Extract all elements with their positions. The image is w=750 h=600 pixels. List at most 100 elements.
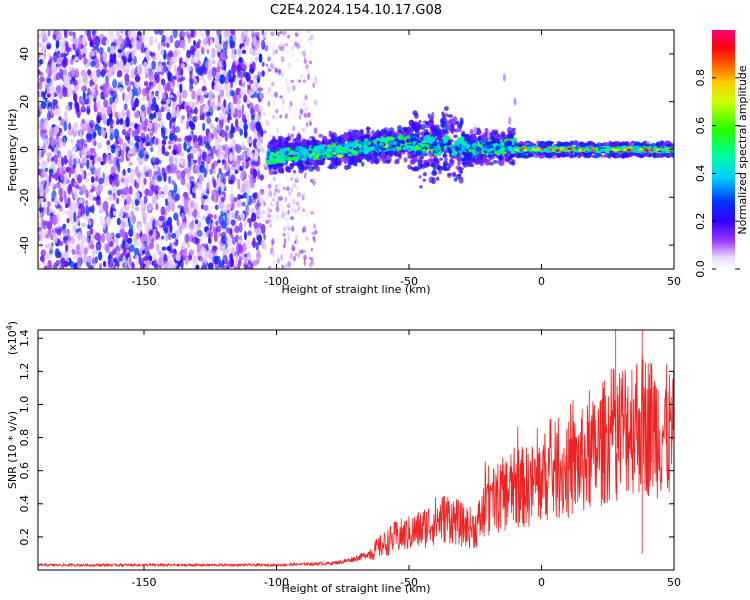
- noise-cell: [168, 155, 174, 165]
- noise-cell: [190, 54, 195, 63]
- band-cell: [366, 126, 370, 134]
- band-cell: [418, 175, 422, 179]
- noise-cell: [193, 208, 197, 219]
- noise-cell: [286, 231, 290, 237]
- noise-cell: [119, 119, 124, 125]
- noise-cell: [267, 206, 270, 211]
- noise-cell: [107, 260, 114, 268]
- noise-cell: [266, 193, 270, 199]
- noise-cell: [178, 94, 182, 106]
- noise-cell: [41, 169, 47, 178]
- noise-cell: [211, 163, 215, 170]
- noise-cell: [265, 63, 268, 67]
- noise-cell: [141, 202, 145, 209]
- noise-cell: [147, 202, 154, 210]
- noise-cell: [202, 204, 209, 211]
- noise-cell: [64, 231, 69, 236]
- noise-cell: [278, 182, 282, 187]
- noise-cell: [254, 149, 259, 159]
- band-cell: [417, 164, 422, 170]
- noise-cell: [56, 228, 62, 236]
- noise-cell: [173, 134, 178, 142]
- noise-cell: [105, 39, 110, 45]
- noise-cell: [131, 202, 135, 210]
- noise-cell: [193, 40, 196, 46]
- noise-cell: [235, 234, 239, 243]
- noise-cell: [61, 63, 67, 68]
- noise-cell: [229, 152, 233, 162]
- noise-cell: [118, 39, 125, 50]
- noise-cell: [122, 221, 126, 229]
- band-cell: [336, 136, 340, 142]
- noise-cell: [183, 250, 188, 256]
- noise-cell: [117, 135, 121, 143]
- noise-cell: [97, 142, 103, 149]
- noise-cell: [291, 225, 295, 232]
- noise-cell: [265, 184, 269, 190]
- noise-cell: [81, 36, 87, 46]
- noise-cell: [201, 85, 207, 92]
- noise-cell: [84, 146, 90, 152]
- noise-cell: [63, 154, 68, 166]
- noise-cell: [127, 167, 131, 173]
- noise-cell: [191, 146, 197, 154]
- noise-cell: [231, 211, 237, 218]
- noise-cell: [176, 110, 181, 117]
- noise-cell: [46, 205, 50, 216]
- noise-cell: [239, 221, 243, 233]
- noise-cell: [221, 203, 227, 213]
- noise-cell: [125, 212, 129, 219]
- noise-cell: [292, 65, 296, 72]
- noise-cell: [195, 99, 200, 105]
- noise-cell: [232, 247, 236, 257]
- noise-cell: [39, 229, 43, 236]
- noise-cell: [148, 70, 154, 82]
- noise-cell: [160, 44, 165, 52]
- band-cell: [435, 128, 441, 133]
- noise-cell: [153, 164, 159, 172]
- noise-cell: [218, 112, 223, 121]
- noise-cell: [73, 181, 79, 187]
- noise-cell: [85, 236, 89, 244]
- noise-cell: [209, 54, 213, 60]
- noise-cell: [65, 104, 69, 111]
- noise-cell: [148, 36, 154, 46]
- noise-cell: [184, 31, 190, 36]
- band-cell: [460, 119, 464, 126]
- noise-cell: [107, 153, 110, 165]
- noise-cell: [76, 264, 82, 269]
- band-cell: [330, 162, 336, 166]
- noise-cell: [165, 198, 168, 207]
- noise-cell: [169, 34, 174, 44]
- noise-cell: [247, 205, 250, 215]
- noise-cell: [160, 49, 165, 56]
- noise-cell: [166, 52, 171, 61]
- noise-cell: [115, 233, 121, 239]
- band-cell: [355, 133, 361, 139]
- noise-cell: [270, 31, 275, 36]
- noise-cell: [296, 43, 301, 49]
- noise-cell: [224, 172, 228, 177]
- noise-cell: [184, 233, 189, 244]
- noise-cell: [245, 239, 251, 250]
- noise-cell: [49, 126, 55, 131]
- band-cell: [444, 124, 450, 131]
- noise-cell: [67, 149, 73, 158]
- noise-cell: [73, 38, 79, 49]
- band-cell: [474, 159, 481, 165]
- noise-cell: [165, 205, 172, 213]
- noise-cell: [121, 108, 126, 119]
- noise-cell: [295, 185, 300, 192]
- noise-cell: [297, 79, 302, 83]
- noise-cell: [71, 248, 76, 255]
- noise-cell: [78, 35, 82, 47]
- noise-cell: [125, 195, 132, 205]
- noise-cell: [180, 212, 185, 219]
- noise-cell: [281, 85, 284, 89]
- noise-cell: [252, 259, 258, 267]
- noise-cell: [118, 208, 124, 219]
- noise-cell: [308, 120, 312, 127]
- noise-cell: [102, 83, 107, 93]
- noise-cell: [82, 53, 86, 59]
- noise-cell: [129, 238, 133, 244]
